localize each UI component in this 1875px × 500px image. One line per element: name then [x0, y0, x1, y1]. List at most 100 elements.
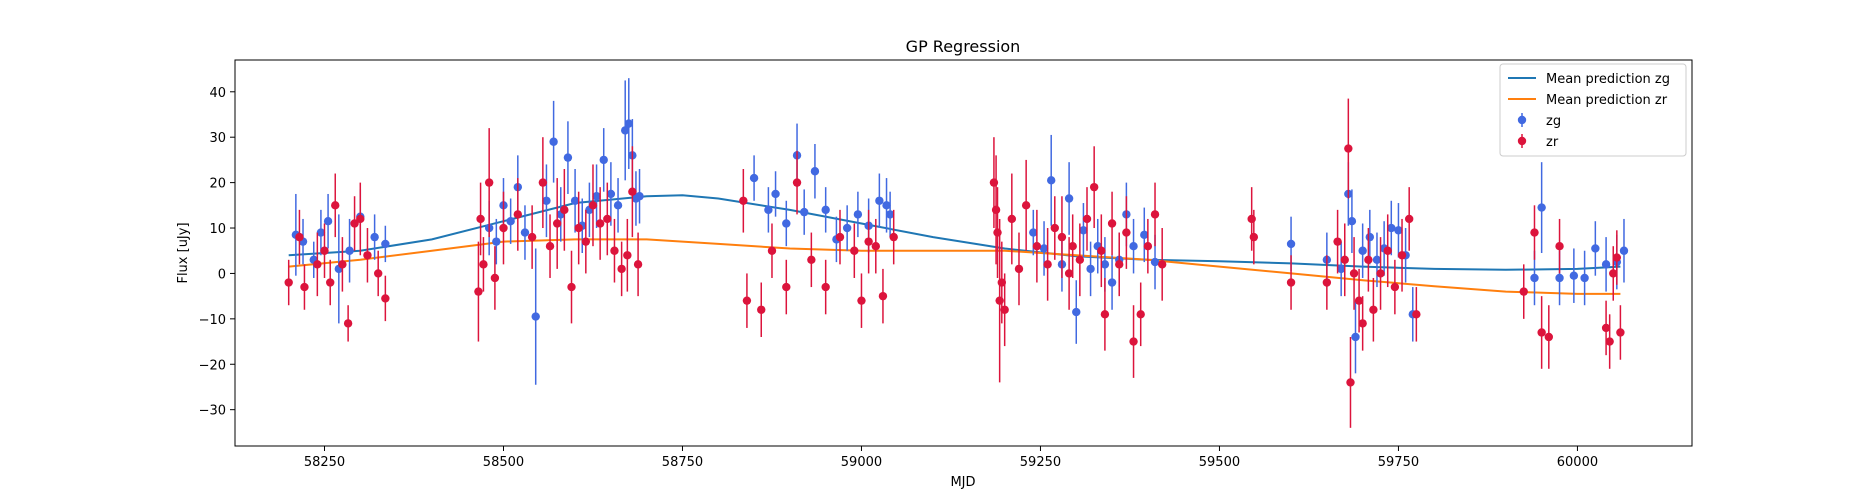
- zr-point: [545, 241, 555, 251]
- zr-point: [363, 251, 372, 260]
- zr-point: [320, 246, 329, 255]
- zr-point: [1100, 310, 1110, 319]
- zg-point: [782, 219, 791, 228]
- zg-point: [1150, 257, 1160, 267]
- zg-point: [381, 239, 390, 249]
- zg-point: [1029, 228, 1038, 237]
- legend-box: [1499, 63, 1687, 157]
- zr-point: [1089, 182, 1099, 192]
- zg-point: [1039, 244, 1049, 253]
- zr-point: [1322, 278, 1332, 287]
- zr-point: [989, 178, 999, 187]
- zr-point: [1369, 305, 1378, 314]
- data-points: [284, 78, 1629, 428]
- zr-point: [1075, 255, 1085, 265]
- zr-point: [1247, 214, 1256, 224]
- zr-point: [821, 282, 830, 292]
- zg-point: [1347, 217, 1357, 226]
- zr-point: [991, 205, 1001, 215]
- zr-point: [552, 219, 562, 228]
- zg-point: [606, 189, 616, 199]
- prediction-lines: [288, 194, 1621, 295]
- zg-point: [1372, 255, 1382, 265]
- legend-label: zr: [1546, 135, 1559, 150]
- zg-point: [1129, 241, 1138, 251]
- zr-point: [350, 219, 359, 228]
- zr-point: [1530, 228, 1539, 237]
- zr-point: [1136, 310, 1145, 319]
- zg-point: [1555, 273, 1564, 283]
- plot-area: [234, 59, 1693, 447]
- zr-point: [757, 305, 766, 314]
- zg-point: [506, 217, 515, 226]
- zr-point: [1032, 241, 1042, 251]
- zr-point: [1354, 296, 1364, 305]
- zr-point: [767, 246, 777, 255]
- zr-point: [343, 319, 353, 328]
- zr-point: [1115, 260, 1124, 269]
- zr-point: [1249, 232, 1259, 242]
- zg-point: [1601, 260, 1611, 269]
- x-axis-label: MJD: [950, 475, 975, 490]
- zg-point: [1358, 246, 1367, 255]
- zr-point: [1129, 337, 1138, 346]
- zr-point: [1021, 201, 1031, 210]
- zg-point: [613, 201, 623, 210]
- zr-point: [1605, 337, 1614, 346]
- zg-point: [1079, 226, 1088, 235]
- zg-point: [531, 312, 540, 321]
- zr-point: [300, 282, 309, 292]
- zr-point: [1404, 214, 1414, 224]
- x-tick-label: 59500: [1199, 455, 1240, 470]
- zr-point: [479, 260, 488, 269]
- zg-point: [882, 201, 891, 210]
- zr-point: [1007, 214, 1017, 224]
- zr-point: [338, 260, 347, 269]
- zr-point: [538, 178, 548, 187]
- zg-point: [1286, 239, 1296, 249]
- zr-point: [1286, 278, 1296, 287]
- y-tick-label: 10: [209, 222, 226, 237]
- x-tick-label: 58500: [483, 455, 524, 470]
- zr-point: [1358, 319, 1367, 328]
- zg-point: [1394, 226, 1403, 235]
- zr-point: [1390, 282, 1400, 292]
- zr-point: [633, 260, 643, 269]
- zr-point: [356, 214, 365, 224]
- zg-point: [1619, 246, 1629, 255]
- plot-frame: [234, 59, 1693, 447]
- zr-point: [871, 241, 880, 251]
- line-mean-prediction-zr: [288, 238, 1621, 295]
- zr-point: [1383, 246, 1392, 255]
- zr-point: [792, 178, 802, 187]
- zr-point: [1143, 241, 1153, 251]
- zr-point: [331, 201, 340, 210]
- legend-marker-swatch: [1517, 115, 1527, 125]
- zr-point: [313, 260, 322, 269]
- line-mean-prediction-zg: [288, 194, 1621, 271]
- zr-point: [995, 296, 1004, 305]
- zg-point: [885, 210, 895, 219]
- zg-point: [1064, 194, 1074, 203]
- zr-point: [1043, 260, 1052, 269]
- zr-point: [1122, 228, 1131, 237]
- zr-point: [1082, 214, 1092, 224]
- zr-point: [574, 223, 583, 233]
- x-tick-label: 58250: [304, 455, 345, 470]
- legend-label: Mean prediction zg: [1546, 72, 1670, 87]
- zg-point: [1086, 264, 1095, 274]
- zr-point: [997, 278, 1007, 287]
- zg-point: [749, 173, 759, 183]
- chart-title: GP Regression: [906, 37, 1021, 56]
- zr-point: [595, 219, 605, 228]
- zr-point: [474, 287, 483, 296]
- zr-point: [623, 251, 632, 260]
- zg-point: [1336, 264, 1346, 274]
- zr-point: [1014, 264, 1024, 274]
- zg-point: [624, 119, 633, 128]
- zr-point: [1412, 310, 1421, 319]
- zr-point: [1376, 269, 1385, 278]
- zr-point: [527, 232, 537, 242]
- zr-point: [373, 269, 383, 278]
